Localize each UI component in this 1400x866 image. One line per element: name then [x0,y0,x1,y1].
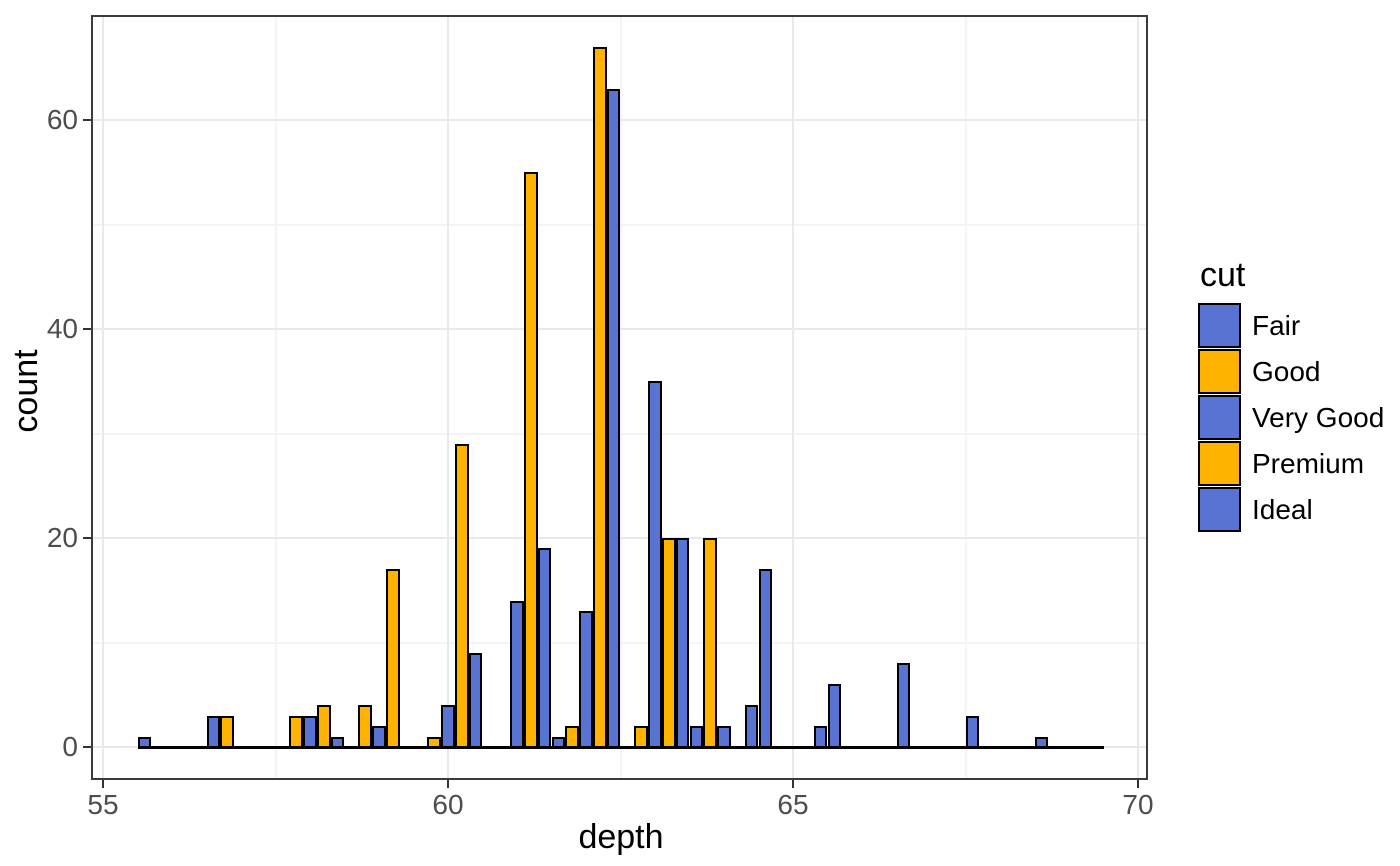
gridline-x-minor [274,17,277,778]
histogram-bar-ideal-62.3 [606,88,621,749]
x-axis-title: depth [578,818,664,856]
gridline-x-major [1137,17,1139,778]
x-axis-tick [792,780,794,788]
legend-label: Ideal [1252,494,1313,525]
legend-title: cut [1200,256,1246,294]
histogram-bar-premium-58.1 [316,705,331,749]
histogram-bar-premium-63.1 [661,538,676,749]
histogram-bar-fair-66.5 [896,663,911,749]
histogram-bar-premium-62.1 [592,46,607,749]
histogram-bar-good-57.7 [289,715,304,749]
gridline-x-major [792,17,794,778]
gridline-x-minor [619,17,622,778]
histogram-bar-fair-65.5 [827,684,842,749]
legend-label: Good [1252,356,1321,387]
gridline-x-minor [964,17,967,778]
y-tick-label: 60 [46,104,78,135]
x-axis-tick [102,780,104,788]
y-tick-label: 0 [62,731,78,762]
y-tick-label: 40 [46,313,78,344]
y-axis-title: count [7,349,45,433]
x-tick-label: 70 [1122,789,1154,820]
y-axis-tick [83,746,91,748]
legend-label: Very Good [1252,402,1385,433]
legend-key-ideal [1198,487,1241,532]
histogram-bar-very-good-60.9 [510,600,524,749]
histogram-bar-good-56.7 [220,715,235,749]
y-axis-tick [83,537,91,539]
gridline-x-major [102,17,104,778]
histogram-bar-good-63.7 [703,538,718,749]
x-axis-tick [1137,780,1139,788]
x-axis-tick [447,780,449,788]
gridline-x-major [447,17,449,778]
histogram-bar-ideal-61.3 [537,548,552,749]
y-axis-tick [83,119,91,121]
y-tick-label: 20 [46,522,78,553]
legend-key-premium [1198,441,1241,486]
legend-label: Premium [1252,448,1365,479]
histogram-bar-fair-56.5 [206,715,221,749]
histogram-bar-ideal-63.3 [675,538,690,749]
y-axis-tick [83,328,91,330]
legend-label: Fair [1252,310,1301,341]
x-tick-label: 55 [87,789,119,820]
histogram-bar-fair-64.5 [758,569,773,749]
plot-panel [91,15,1148,780]
legend-key-very-good [1198,395,1241,440]
legend-key-good [1198,349,1241,394]
histogram-bar-ideal-60.3 [468,652,483,749]
histogram-bar-premium-59.1 [385,569,400,749]
histogram-bar-very-good-61.9 [579,611,593,749]
legend-key-fair [1198,303,1241,348]
x-tick-label: 60 [432,789,464,820]
histogram-bar-ideal-64.3 [744,705,759,749]
histogram-bar-very-good-57.9 [303,715,317,749]
histogram-bar-good-58.7 [358,705,373,749]
histogram-bar-very-good-59.9 [441,705,455,749]
histogram-bar-very-good-62.9 [648,381,662,749]
zero-line [137,746,1104,749]
histogram-bar-premium-61.1 [523,172,538,749]
histogram-bar-premium-60.1 [454,443,469,749]
x-tick-label: 65 [777,789,809,820]
histogram-bar-fair-67.5 [965,715,980,749]
